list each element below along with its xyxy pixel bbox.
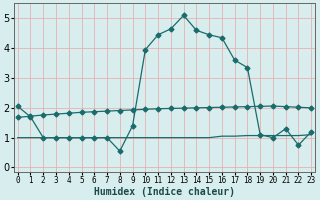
X-axis label: Humidex (Indice chaleur): Humidex (Indice chaleur) (94, 186, 235, 197)
